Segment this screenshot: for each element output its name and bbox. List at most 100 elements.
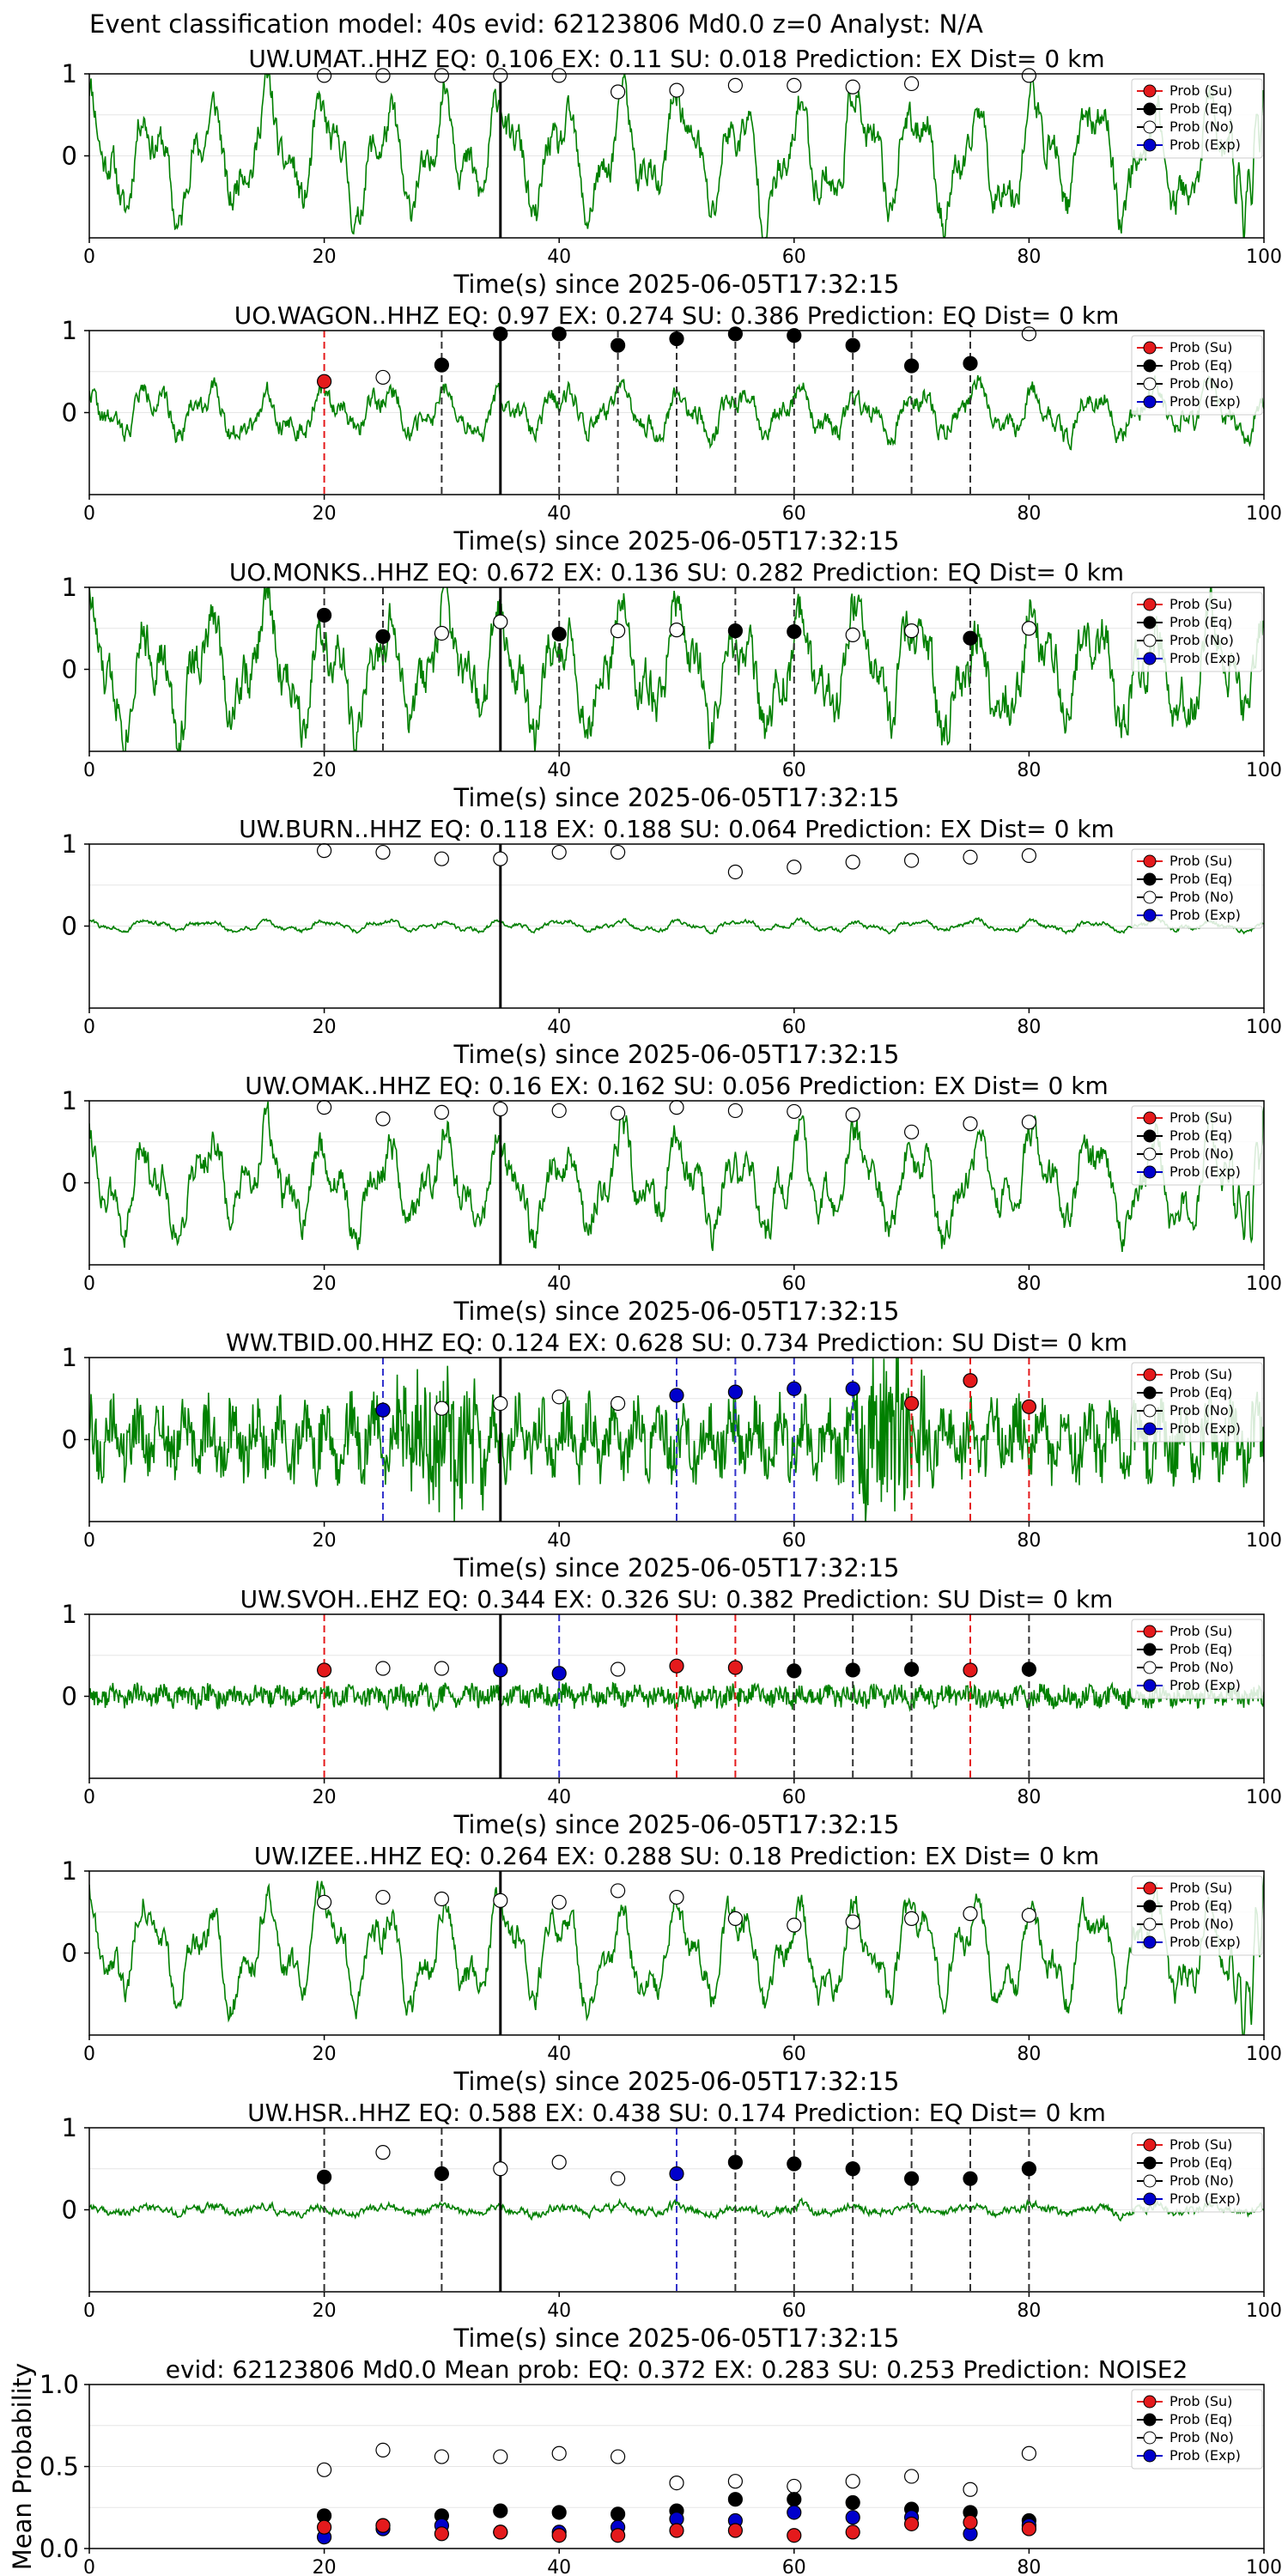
legend-label: Prob (No) — [1170, 632, 1234, 648]
prob-point-eq — [845, 1662, 860, 1678]
x-tick-label: 0 — [83, 2557, 95, 2576]
x-tick-label: 80 — [1017, 1787, 1041, 1808]
legend-marker — [1143, 908, 1157, 922]
x-tick-label: 60 — [782, 760, 806, 781]
prob-point-no — [551, 1389, 567, 1405]
mean-prob-point-eq — [551, 2505, 567, 2520]
prob-point-no — [1021, 326, 1037, 342]
x-tick-label: 40 — [547, 2044, 571, 2065]
y-tick-label: 1 — [62, 1856, 77, 1886]
prob-point-eq — [727, 623, 744, 639]
prob-point-eq — [434, 2166, 450, 2182]
mean-prob-point-su — [551, 2528, 567, 2543]
y-axis-label: Mean Probability — [8, 2363, 37, 2571]
legend-label: Prob (Eq) — [1170, 871, 1232, 887]
prob-point-no — [1021, 68, 1037, 83]
x-tick-label: 100 — [1246, 2300, 1282, 2322]
x-tick-label: 80 — [1017, 1017, 1041, 1038]
x-tick-label: 0 — [83, 1017, 95, 1038]
legend-box — [1131, 1362, 1263, 1443]
x-tick-label: 0 — [83, 760, 95, 781]
y-tick-label: 0 — [62, 2196, 77, 2225]
x-tick-label: 100 — [1246, 503, 1282, 525]
prob-point-no — [669, 82, 684, 98]
prob-point-exp — [669, 2166, 684, 2182]
legend-marker — [1143, 102, 1157, 116]
legend-label: Prob (Exp) — [1170, 137, 1241, 153]
mean-prob-point-no — [727, 2474, 744, 2489]
x-axis-label: Time(s) since 2025-06-05T17:32:15 — [453, 1297, 900, 1326]
prob-point-no — [375, 1661, 391, 1676]
x-tick-label: 80 — [1017, 246, 1041, 268]
legend-label: Prob (Su) — [1170, 2393, 1232, 2409]
mean-prob-point-su — [845, 2524, 860, 2540]
mean-prob-point-no — [317, 2462, 332, 2477]
waveform-trace — [89, 587, 1264, 751]
x-tick-label: 40 — [547, 246, 571, 268]
legend-label: Prob (Su) — [1170, 339, 1232, 355]
prob-point-eq — [669, 331, 684, 347]
prob-point-no — [787, 860, 802, 875]
x-tick-label: 60 — [782, 503, 806, 525]
legend-marker — [1143, 341, 1157, 355]
legend-box — [1131, 1619, 1263, 1699]
prob-point-no — [493, 1101, 508, 1117]
x-tick-label: 60 — [782, 2044, 806, 2065]
legend-marker — [1143, 2138, 1157, 2152]
prob-point-no — [787, 1917, 802, 1933]
legend-label: Prob (Su) — [1170, 1366, 1232, 1382]
prob-point-exp — [669, 1388, 684, 1403]
x-tick-label: 20 — [313, 1787, 337, 1808]
x-tick-label: 0 — [83, 1530, 95, 1552]
prob-point-eq — [727, 326, 744, 342]
prob-point-no — [434, 68, 450, 83]
x-tick-label: 20 — [313, 2300, 337, 2322]
y-tick-label: 0 — [62, 655, 77, 684]
prob-point-eq — [903, 2171, 920, 2186]
legend-label: Prob (No) — [1170, 118, 1234, 135]
legend-marker — [1143, 2431, 1157, 2445]
prob-point-su — [963, 1662, 978, 1678]
mean-prob-point-eq — [493, 2503, 508, 2518]
prob-point-no — [845, 627, 860, 642]
legend-label: Prob (Su) — [1170, 1109, 1232, 1126]
legend-box — [1131, 2389, 1263, 2470]
panel-3: UO.MONKS..HHZ EQ: 0.672 EX: 0.136 SU: 0.… — [62, 558, 1282, 812]
legend-label: Prob (Su) — [1170, 596, 1232, 612]
waveform-trace — [89, 1874, 1264, 2035]
legend-label: Prob (Exp) — [1170, 1934, 1241, 1950]
prob-point-no — [1021, 1115, 1037, 1130]
prob-point-no — [845, 854, 860, 870]
prob-point-no — [375, 68, 391, 83]
legend-box — [1131, 335, 1263, 416]
prob-point-no — [375, 369, 391, 386]
mean-prob-point-su — [434, 2526, 450, 2542]
prob-point-no — [375, 1889, 391, 1905]
panels-group: UW.UMAT..HHZ EQ: 0.106 EX: 0.11 SU: 0.01… — [8, 45, 1282, 2576]
panel-title: UW.HSR..HHZ EQ: 0.588 EX: 0.438 SU: 0.17… — [247, 2099, 1106, 2127]
x-tick-label: 60 — [782, 1530, 806, 1552]
legend-marker — [1143, 2413, 1157, 2427]
legend-label: Prob (Eq) — [1170, 2154, 1232, 2171]
x-tick-label: 100 — [1246, 1530, 1282, 1552]
prob-point-no — [903, 1124, 920, 1139]
prob-point-eq — [787, 623, 802, 640]
panel-2: UO.WAGON..HHZ EQ: 0.97 EX: 0.274 SU: 0.3… — [62, 301, 1282, 556]
figure-suptitle: Event classification model: 40s evid: 62… — [89, 9, 983, 39]
x-tick-label: 80 — [1017, 1273, 1041, 1295]
legend-label: Prob (Su) — [1170, 853, 1232, 869]
legend-marker — [1143, 854, 1157, 868]
mean-prob-point-no — [963, 2482, 978, 2497]
x-tick-label: 40 — [547, 2557, 571, 2576]
x-axis-label: Time(s) since 2025-06-05T17:32:15 — [453, 526, 900, 556]
y-tick-label: 1 — [62, 59, 77, 88]
prob-point-no — [551, 1103, 567, 1119]
x-tick-label: 20 — [313, 2557, 337, 2576]
mean-prob-point-su — [493, 2524, 508, 2540]
legend-marker — [1143, 1661, 1157, 1674]
mean-prob-point-eq — [845, 2494, 860, 2511]
panel-4: UW.BURN..HHZ EQ: 0.118 EX: 0.188 SU: 0.0… — [62, 815, 1282, 1069]
prob-point-no — [375, 1111, 391, 1127]
prob-point-eq — [1021, 1662, 1037, 1677]
legend-label: Prob (Eq) — [1170, 357, 1232, 374]
